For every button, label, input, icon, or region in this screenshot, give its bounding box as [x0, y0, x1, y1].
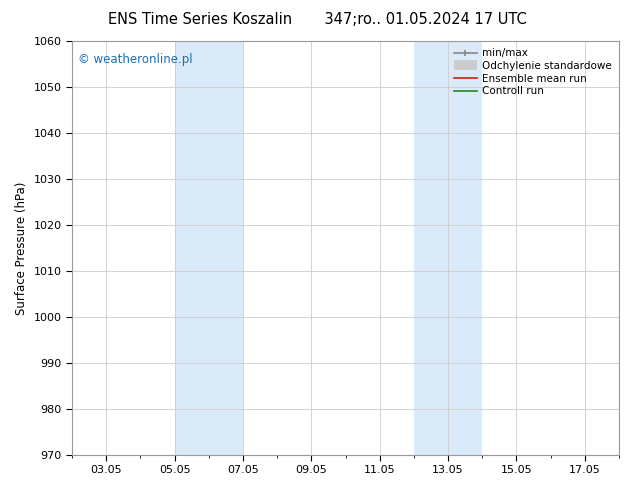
Legend: min/max, Odchylenie standardowe, Ensemble mean run, Controll run: min/max, Odchylenie standardowe, Ensembl…: [452, 46, 614, 98]
Text: © weatheronline.pl: © weatheronline.pl: [77, 53, 192, 67]
Bar: [174, 41, 243, 455]
Bar: [414, 41, 482, 455]
Y-axis label: Surface Pressure (hPa): Surface Pressure (hPa): [15, 181, 28, 315]
Text: ENS Time Series Koszalin       347;ro.. 01.05.2024 17 UTC: ENS Time Series Koszalin 347;ro.. 01.05.…: [108, 12, 526, 27]
